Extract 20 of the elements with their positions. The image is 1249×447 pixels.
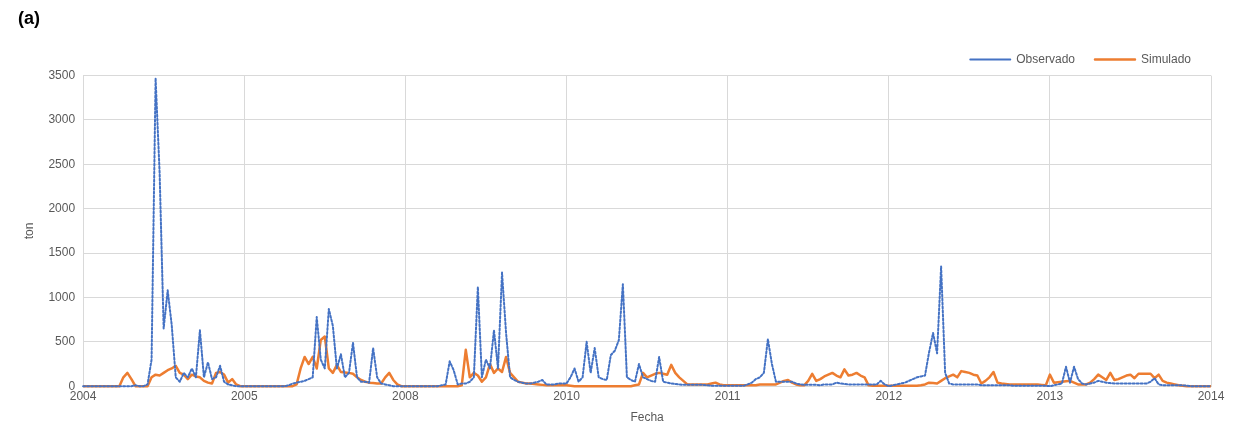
x-tick-label: 2005 [230, 388, 258, 403]
y-tick-label: 1500 [48, 245, 76, 260]
x-tick-label: 2013 [1036, 388, 1064, 403]
y-tick-label: 2500 [48, 156, 76, 171]
x-tick-label: 2012 [875, 388, 903, 403]
y-tick-label: 1000 [48, 289, 76, 304]
y-tick-label: 3000 [48, 112, 76, 127]
y-tick-label: 3500 [48, 67, 76, 82]
x-tick-label: 2008 [392, 388, 420, 403]
line-series [82, 77, 1212, 388]
legend-label: Observado [1016, 51, 1076, 66]
x-tick-label: 2011 [714, 388, 741, 403]
x-axis-title: Fecha [630, 410, 665, 425]
y-tick-label: 500 [55, 334, 76, 349]
y-axis-title: ton [21, 222, 36, 240]
x-tick-label: 2010 [553, 388, 581, 403]
x-tick-label: 2014 [1197, 388, 1225, 403]
chart-title: (a) [18, 7, 40, 28]
legend-label: Simulado [1140, 51, 1192, 66]
y-tick-label: 2000 [48, 201, 76, 216]
